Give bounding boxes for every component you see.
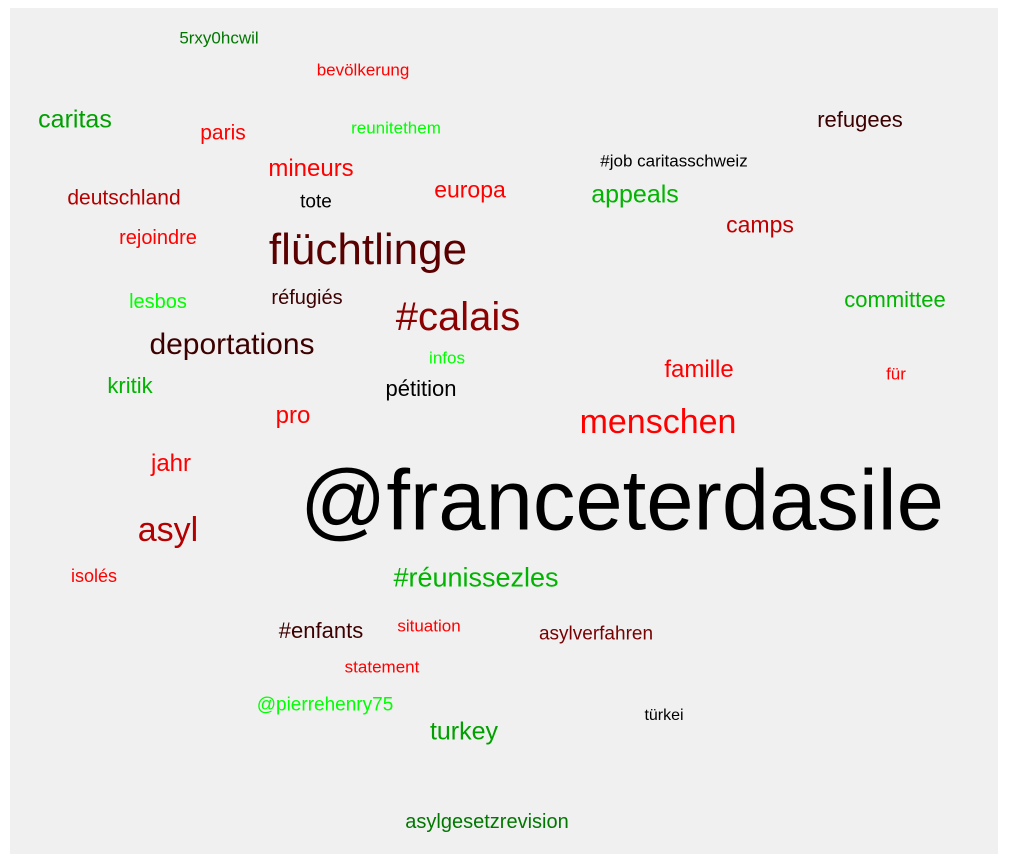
word-cloud-word: turkey xyxy=(429,717,499,746)
word-cloud-word: #réunissezles xyxy=(393,562,559,593)
word-cloud-word: flüchtlinge xyxy=(268,225,468,274)
word-cloud-word: pétition xyxy=(385,376,457,401)
word-cloud-word: @pierrehenry75 xyxy=(256,694,394,716)
word-cloud-word: asyl xyxy=(137,511,199,549)
word-cloud-word: 5rxy0hcwil xyxy=(179,28,259,48)
word-cloud-word: bevölkerung xyxy=(316,60,410,80)
word-cloud-word: infos xyxy=(429,348,465,368)
word-cloud-word: committee xyxy=(844,287,946,312)
word-cloud-word: #enfants xyxy=(278,618,364,643)
word-cloud-word: türkei xyxy=(644,707,684,724)
word-cloud-word: paris xyxy=(200,121,246,145)
word-cloud-word: famille xyxy=(664,356,734,383)
word-cloud-word: reunitethem xyxy=(351,118,441,138)
word-cloud-panel: @franceterdasile flüchtlinge #calais mensch… xyxy=(10,8,998,854)
word-cloud-word: mineurs xyxy=(268,155,354,182)
word-cloud-word: für xyxy=(886,364,906,384)
word-cloud-word: refugees xyxy=(817,107,903,132)
word-cloud-word: isolés xyxy=(70,566,118,586)
word-cloud-word: #job caritasschweiz xyxy=(600,151,748,171)
word-cloud-word: camps xyxy=(726,211,794,238)
word-cloud-word: réfugiés xyxy=(271,287,343,309)
word-cloud-word: deportations xyxy=(149,328,315,361)
word-cloud-word: asylgesetzrevision xyxy=(405,811,569,833)
word-cloud-word: pro xyxy=(275,402,311,429)
word-cloud-word: kritik xyxy=(107,373,153,398)
word-cloud-word: @franceterdasile xyxy=(300,453,944,549)
word-cloud-word: caritas xyxy=(38,105,112,134)
word-cloud-word: menschen xyxy=(579,403,737,441)
word-cloud-word: appeals xyxy=(591,180,679,209)
word-cloud-word: deutschland xyxy=(67,186,181,210)
word-cloud-word: tote xyxy=(300,191,332,213)
word-cloud-word: #calais xyxy=(395,295,521,339)
word-cloud-word: statement xyxy=(344,657,420,677)
word-cloud-word: situation xyxy=(397,616,461,636)
word-cloud-word: rejoindre xyxy=(119,227,197,249)
word-cloud-word: asylverfahren xyxy=(538,623,654,645)
word-cloud-word: lesbos xyxy=(129,291,187,313)
word-cloud-word: jahr xyxy=(150,450,192,477)
word-cloud-word: europa xyxy=(434,176,506,203)
